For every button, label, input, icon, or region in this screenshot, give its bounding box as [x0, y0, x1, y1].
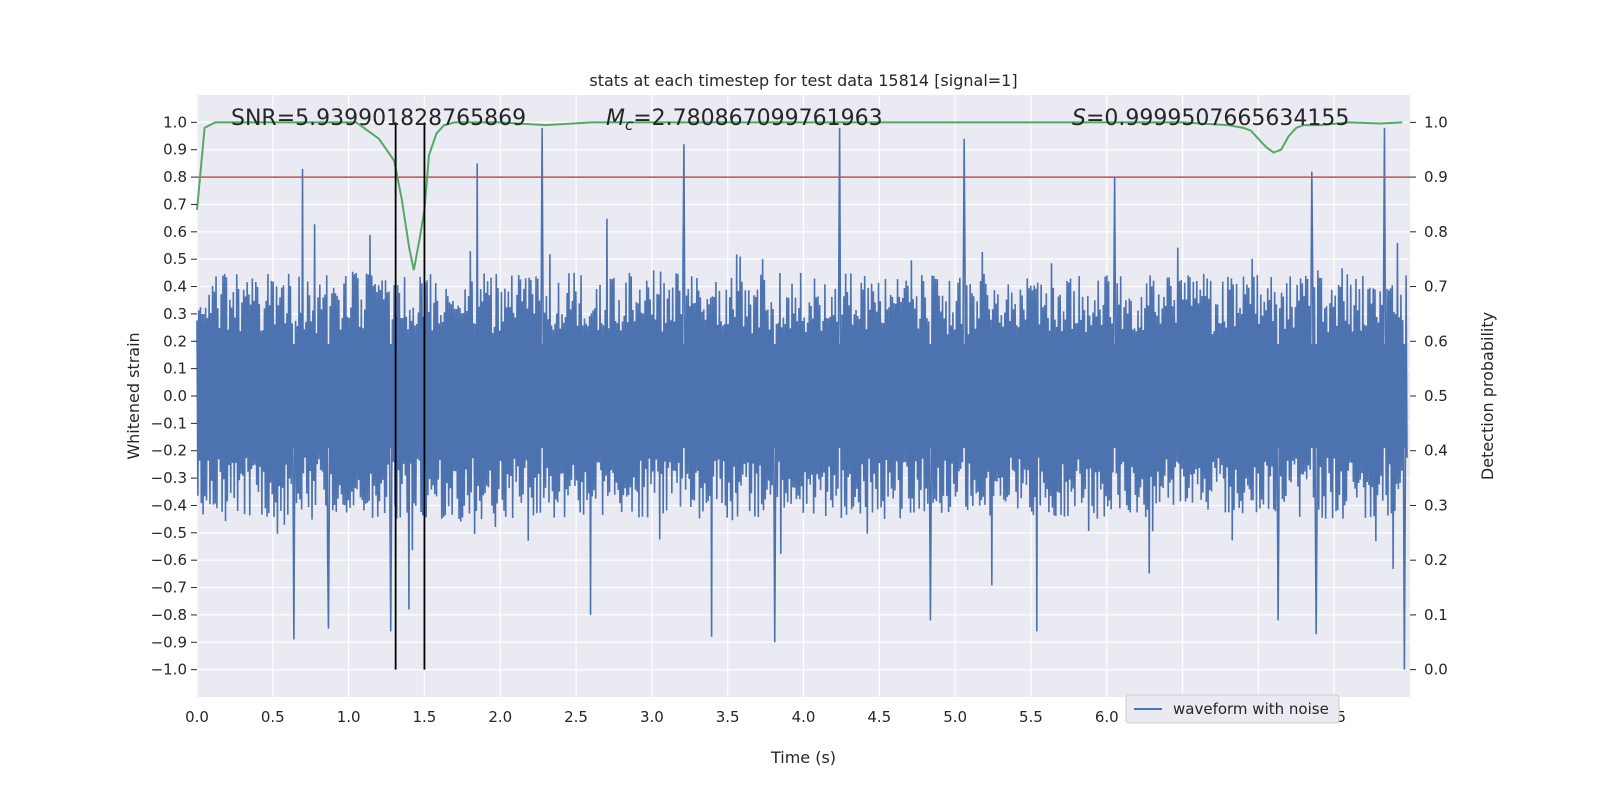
x-tick-label: 2.0 [488, 708, 512, 726]
statistic-value: =0.9999507665634155 [1086, 106, 1349, 131]
y-axis-ticks: 1.0 0.9 0.8 0.7 0.6 0.5 0.4 0.3 0.2 0.1 0.0 −0.1 −0.… [151, 113, 197, 679]
y-tick-label: −0.6 [151, 551, 187, 569]
chirp-mass-subscript: c [625, 116, 634, 134]
y-right-tick-label: 0.2 [1424, 551, 1448, 569]
legend-entry: waveform with noise [1173, 700, 1329, 718]
y-tick-label: −0.1 [151, 414, 187, 432]
x-tick-label: 0.5 [261, 708, 285, 726]
x-tick-label: 4.0 [792, 708, 816, 726]
y-right-tick-label: 0.4 [1424, 442, 1448, 460]
y-tick-label: −0.9 [151, 633, 187, 651]
x-tick-label: 5.0 [943, 708, 967, 726]
y-tick-label: 0.9 [163, 141, 187, 159]
y-tick-label: −0.7 [151, 579, 187, 597]
overlay-lines [196, 121, 1410, 670]
y-tick-label: 0.8 [163, 168, 187, 186]
waveform-core-band [197, 344, 1407, 448]
x-tick-label: 6.0 [1095, 708, 1119, 726]
y-tick-label: −1.0 [151, 661, 187, 679]
x-tick-label: 3.5 [716, 708, 740, 726]
chart-title: stats at each timestep for test data 158… [589, 71, 1017, 90]
y-right-tick-label: 0.6 [1424, 332, 1448, 350]
y-tick-label: 0.2 [163, 332, 187, 350]
y-tick-label: −0.4 [151, 496, 187, 514]
y-right-tick-label: 0.0 [1424, 661, 1448, 679]
statistic-symbol: S [1072, 106, 1086, 131]
y-axis-label: Whitened strain [124, 332, 143, 459]
y-right-tick-label: 0.3 [1424, 496, 1448, 514]
y-tick-label: 1.0 [163, 113, 187, 131]
y-tick-label: 0.6 [163, 223, 187, 241]
detection-probability-line [196, 121, 1403, 271]
y-tick-label: 0.1 [163, 360, 187, 378]
legend-box [1125, 694, 1340, 724]
chirp-mass-annotation: Mc=2.780867099761963 [606, 106, 883, 134]
x-tick-label: 1.5 [413, 708, 437, 726]
waveform-series [196, 127, 1408, 670]
y-right-tick-label: 0.9 [1424, 168, 1448, 186]
y-tick-label: 0.5 [163, 250, 187, 268]
x-tick-label: 4.5 [867, 708, 891, 726]
x-axis-label: Time (s) [770, 748, 836, 767]
y-right-tick-label: 0.5 [1424, 387, 1448, 405]
y-tick-label: −0.8 [151, 606, 187, 624]
snr-annotation: SNR=5.939901828765869 [231, 106, 526, 131]
y-right-tick-label: 0.1 [1424, 606, 1448, 624]
y-right-tick-label: 0.7 [1424, 278, 1448, 296]
y-right-axis-ticks: 1.0 0.9 0.8 0.7 0.6 0.5 0.4 0.3 0.2 0.1 0.0 [1410, 113, 1448, 679]
x-tick-label: 2.5 [564, 708, 588, 726]
x-tick-label: 5.5 [1019, 708, 1043, 726]
chirp-mass-value: =2.780867099761963 [633, 106, 882, 131]
x-tick-label: 1.0 [337, 708, 361, 726]
y-tick-label: 0.0 [163, 387, 187, 405]
y-tick-label: −0.5 [151, 524, 187, 542]
x-tick-label: 3.0 [640, 708, 664, 726]
y-tick-label: −0.2 [151, 442, 187, 460]
y-right-tick-label: 0.8 [1424, 223, 1448, 241]
y-right-axis-label: Detection probability [1478, 312, 1497, 480]
y-right-tick-label: 1.0 [1424, 113, 1448, 131]
y-tick-label: 0.7 [163, 195, 187, 213]
y-tick-label: 0.4 [163, 278, 187, 296]
y-tick-label: −0.3 [151, 469, 187, 487]
statistic-annotation: S=0.9999507665634155 [1072, 106, 1349, 131]
x-tick-label: 0.0 [185, 708, 209, 726]
legend: waveform with noise [1125, 694, 1340, 724]
chirp-mass-symbol: M [606, 106, 625, 131]
y-tick-label: 0.3 [163, 305, 187, 323]
